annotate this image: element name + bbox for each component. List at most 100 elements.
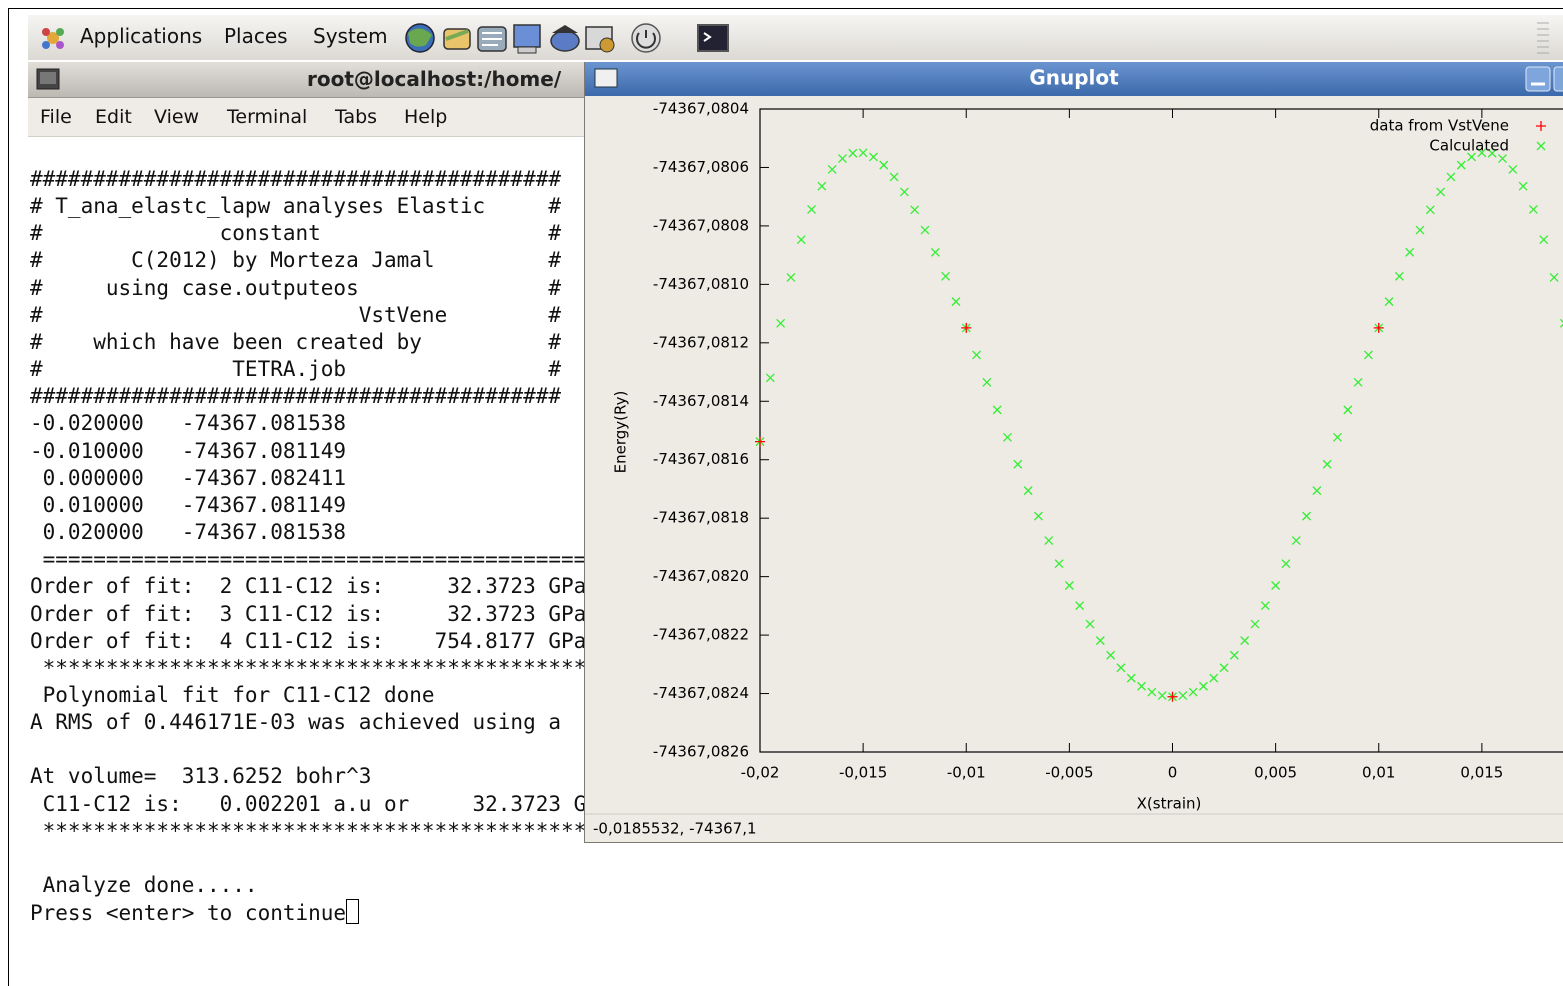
data-point (1117, 664, 1125, 672)
blank-line (30, 736, 612, 763)
data-point (1096, 637, 1104, 645)
data-point (1065, 581, 1073, 589)
data-point (869, 153, 877, 161)
data-point (1282, 560, 1290, 568)
y-tick-label: -74367,0808 (653, 216, 749, 234)
data-point (777, 319, 785, 327)
top-panel: Applications Places System (28, 15, 1563, 60)
plot-frame (760, 109, 1563, 752)
data-point (1406, 248, 1414, 256)
x-tick-label: -0,01 (947, 764, 986, 782)
legend-label: Calculated (1429, 137, 1509, 155)
data-point (1519, 182, 1527, 190)
y-tick-label: -74367,0812 (653, 333, 749, 351)
y-tick-label: -74367,0822 (653, 626, 749, 644)
data-point (993, 406, 1001, 414)
data-point (973, 351, 981, 359)
cursor (346, 899, 359, 924)
x-tick-label: -0,005 (1045, 764, 1093, 782)
data-point (1416, 226, 1424, 234)
menu-item[interactable]: Tabs (335, 106, 377, 128)
y-tick-label: -74367,0810 (653, 275, 749, 293)
menu-item[interactable]: Terminal (227, 106, 307, 128)
data-point (1230, 651, 1238, 659)
data-point (1251, 620, 1259, 628)
terminal-line: Order of fit: 3 C11-C12 is: 32.3723 GPa (30, 601, 612, 628)
data-point (1395, 272, 1403, 280)
panel-handle (1533, 19, 1553, 57)
terminal-line: 0.000000 -74367.082411 (30, 465, 612, 492)
data-point (808, 205, 816, 213)
terminal-output: ########################################… (30, 166, 612, 927)
x-tick-label: 0 (1168, 764, 1178, 782)
data-point (921, 226, 929, 234)
y-tick-label: -74367,0826 (653, 743, 749, 761)
data-point (1086, 620, 1094, 628)
menu-item[interactable]: View (154, 106, 199, 128)
data-point (1210, 674, 1218, 682)
data-point (942, 272, 950, 280)
data-point (1529, 205, 1537, 213)
data-point (1220, 664, 1228, 672)
data-point (1499, 155, 1507, 163)
gnuplot-title: Gnuplot (1029, 66, 1119, 90)
menu-item[interactable]: Edit (95, 106, 132, 128)
y-axis-label: Energy(Ry) (612, 391, 630, 474)
data-point (1045, 537, 1053, 545)
terminal-line: A RMS of 0.446171E-03 was achieved using… (30, 709, 612, 736)
data-point (1004, 433, 1012, 441)
data-point (849, 149, 857, 157)
data-point (1241, 637, 1249, 645)
panel-menu[interactable]: Places (224, 24, 288, 48)
y-tick-label: -74367,0820 (653, 567, 749, 585)
data-point (787, 273, 795, 281)
data-point (1457, 161, 1465, 169)
x-tick-label: -0,015 (839, 764, 887, 782)
x-tick-label: 0,01 (1362, 764, 1395, 782)
maximize-button[interactable] (1554, 67, 1563, 91)
y-tick-label: -74367,0824 (653, 684, 749, 702)
data-point (1014, 460, 1022, 468)
x-tick-label: -0,02 (741, 764, 780, 782)
data-point (1055, 560, 1063, 568)
terminal-line: ########################################… (30, 383, 612, 410)
data-point (1303, 512, 1311, 520)
terminal-title: root@localhost:/home/ (307, 67, 561, 91)
terminal-line: # which have been created by # (30, 329, 612, 356)
terminal-icon (36, 68, 60, 90)
legend-label: data from VstVene (1370, 117, 1509, 135)
terminal-line: ########################################… (30, 166, 612, 193)
data-point (1199, 682, 1207, 690)
data-point (911, 206, 919, 214)
terminal-line: Order of fit: 2 C11-C12 is: 32.3723 GPa (30, 573, 612, 600)
terminal-line: # C(2012) by Morteza Jamal # (30, 247, 612, 274)
data-point (1550, 273, 1558, 281)
data-point (1313, 487, 1321, 495)
data-point (1323, 460, 1331, 468)
data-point (797, 236, 805, 244)
data-point (1076, 602, 1084, 610)
terminal-line: ========================================… (30, 546, 612, 573)
data-point (1024, 487, 1032, 495)
launcher-icons[interactable] (402, 21, 742, 55)
minimize-button[interactable] (1526, 67, 1550, 91)
x-tick-label: 0,005 (1254, 764, 1297, 782)
terminal-line: # constant # (30, 220, 612, 247)
menu-item[interactable]: File (40, 106, 72, 128)
terminal-line: Analyze done..... (30, 872, 612, 899)
data-point (1344, 406, 1352, 414)
data-point (1385, 298, 1393, 306)
menu-item[interactable]: Help (404, 106, 447, 128)
panel-menu[interactable]: Applications (80, 24, 202, 48)
data-point (828, 165, 836, 173)
data-point (1148, 688, 1156, 696)
data-point (880, 161, 888, 169)
x-tick-label: 0,015 (1460, 764, 1503, 782)
data-point (1138, 682, 1146, 690)
data-point (1272, 581, 1280, 589)
gnuplot-window: Gnuplot -0,0185532, -74367,1 -74367,0804… (584, 62, 1563, 843)
panel-menu[interactable]: System (313, 24, 388, 48)
window-icon (595, 69, 617, 87)
data-point (1179, 692, 1187, 700)
status-text: -0,0185532, -74367,1 (593, 820, 757, 838)
